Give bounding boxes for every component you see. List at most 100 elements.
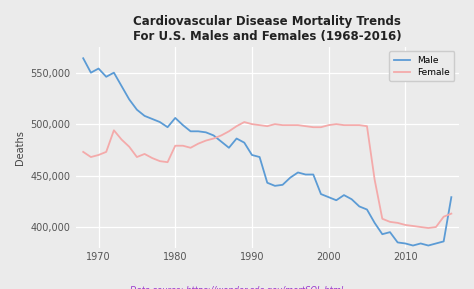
- Female: [433, 225, 439, 229]
- Male: [96, 67, 101, 70]
- Female: [134, 155, 140, 159]
- Female: [349, 123, 355, 127]
- Title: Cardiovascular Disease Mortality Trends
For U.S. Males and Females (1968-2016): Cardiovascular Disease Mortality Trends …: [133, 15, 401, 43]
- Female: [219, 134, 224, 137]
- Female: [310, 125, 316, 129]
- Male: [188, 129, 193, 133]
- Female: [287, 123, 293, 127]
- Male: [356, 205, 362, 208]
- Male: [103, 75, 109, 79]
- Female: [372, 178, 377, 181]
- Male: [234, 137, 239, 140]
- Y-axis label: Deaths: Deaths: [15, 130, 25, 165]
- Male: [165, 125, 171, 129]
- Female: [188, 146, 193, 149]
- Male: [203, 131, 209, 134]
- Female: [387, 220, 393, 224]
- Male: [157, 120, 163, 124]
- Male: [326, 195, 331, 199]
- Male: [127, 98, 132, 101]
- Male: [142, 114, 147, 118]
- Legend: Male, Female: Male, Female: [389, 51, 455, 81]
- Female: [127, 145, 132, 149]
- Female: [333, 122, 339, 126]
- Female: [280, 123, 285, 127]
- Female: [395, 221, 401, 225]
- Female: [165, 160, 171, 164]
- Female: [448, 212, 454, 215]
- Female: [341, 123, 347, 127]
- Male: [349, 197, 355, 201]
- Female: [157, 160, 163, 163]
- Female: [356, 123, 362, 127]
- Male: [318, 192, 324, 196]
- Male: [257, 155, 263, 159]
- Male: [111, 71, 117, 74]
- Male: [341, 193, 347, 197]
- Female: [111, 129, 117, 132]
- Female: [241, 120, 247, 124]
- Female: [211, 137, 217, 140]
- Female: [81, 150, 86, 154]
- Male: [295, 171, 301, 174]
- Male: [149, 117, 155, 121]
- Male: [88, 71, 94, 74]
- Male: [134, 108, 140, 112]
- Female: [257, 123, 263, 127]
- Female: [142, 152, 147, 156]
- Female: [426, 226, 431, 230]
- Female: [441, 215, 447, 218]
- Female: [364, 125, 370, 128]
- Male: [395, 241, 401, 244]
- Male: [433, 242, 439, 245]
- Text: Data source: https://wonder.cdc.gov/mortSQL.html: Data source: https://wonder.cdc.gov/mort…: [130, 286, 344, 289]
- Female: [180, 144, 186, 147]
- Female: [303, 125, 309, 128]
- Male: [287, 176, 293, 179]
- Male: [173, 116, 178, 120]
- Male: [264, 181, 270, 184]
- Male: [333, 199, 339, 202]
- Male: [387, 230, 393, 234]
- Male: [118, 84, 124, 88]
- Male: [448, 195, 454, 199]
- Male: [219, 140, 224, 143]
- Male: [426, 244, 431, 247]
- Female: [173, 144, 178, 147]
- Female: [410, 224, 416, 228]
- Female: [295, 123, 301, 127]
- Female: [226, 129, 232, 133]
- Female: [234, 125, 239, 128]
- Female: [103, 150, 109, 154]
- Line: Male: Male: [83, 58, 451, 246]
- Male: [380, 232, 385, 236]
- Male: [364, 208, 370, 211]
- Male: [310, 173, 316, 176]
- Female: [318, 125, 324, 129]
- Female: [264, 125, 270, 128]
- Female: [203, 139, 209, 142]
- Male: [226, 146, 232, 149]
- Female: [272, 122, 278, 126]
- Female: [380, 217, 385, 221]
- Female: [96, 153, 101, 157]
- Male: [441, 240, 447, 243]
- Male: [81, 57, 86, 60]
- Male: [402, 242, 408, 245]
- Male: [418, 242, 423, 245]
- Female: [195, 142, 201, 145]
- Female: [418, 225, 423, 229]
- Male: [372, 221, 377, 225]
- Male: [249, 153, 255, 157]
- Male: [410, 244, 416, 247]
- Male: [195, 129, 201, 133]
- Female: [149, 156, 155, 160]
- Male: [241, 141, 247, 144]
- Male: [280, 183, 285, 187]
- Male: [180, 123, 186, 127]
- Female: [88, 155, 94, 159]
- Female: [118, 138, 124, 141]
- Male: [303, 173, 309, 176]
- Male: [211, 134, 217, 137]
- Female: [249, 122, 255, 126]
